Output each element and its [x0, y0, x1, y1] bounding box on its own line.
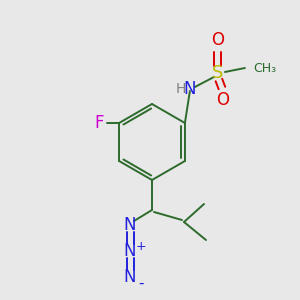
Text: N: N [124, 268, 136, 286]
Text: +: + [136, 239, 146, 253]
Text: O: O [212, 31, 224, 49]
Text: H: H [176, 82, 186, 96]
Text: O: O [216, 91, 230, 109]
Text: N: N [124, 242, 136, 260]
Text: N: N [124, 216, 136, 234]
Text: S: S [212, 64, 224, 82]
Text: N: N [184, 80, 196, 98]
Text: CH₃: CH₃ [253, 61, 276, 74]
Text: F: F [94, 114, 104, 132]
Text: -: - [138, 275, 144, 290]
